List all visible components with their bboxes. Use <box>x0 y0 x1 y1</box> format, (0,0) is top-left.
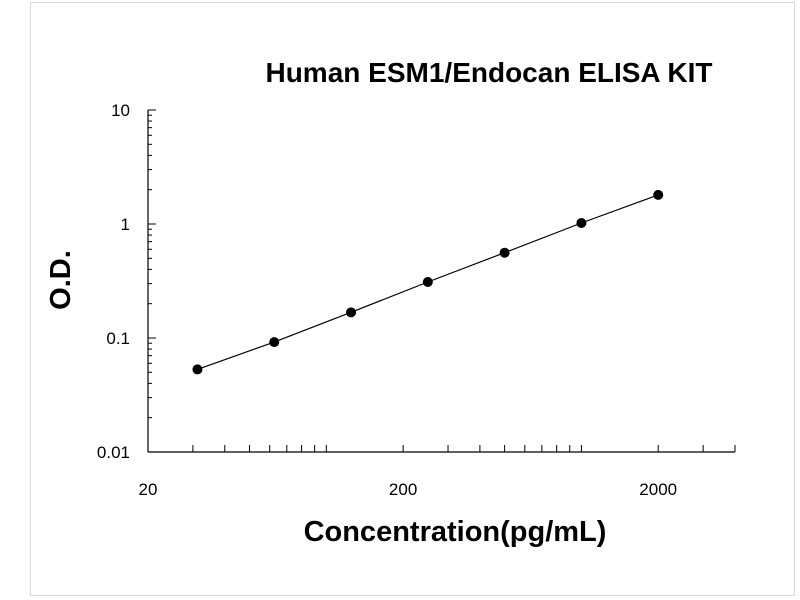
data-point <box>422 276 433 287</box>
y-tick-label: 0.01 <box>97 443 130 462</box>
y-tick-label: 1 <box>121 215 130 234</box>
y-axis-title: O.D. <box>45 250 77 310</box>
x-tick-label: 20 <box>139 480 158 499</box>
x-tick-label: 200 <box>389 480 417 499</box>
data-point <box>576 218 587 229</box>
x-tick-label: 2000 <box>639 480 677 499</box>
data-point <box>653 189 664 200</box>
plot-area <box>192 189 664 375</box>
data-point <box>346 307 357 318</box>
chart-frame <box>30 2 795 596</box>
chart-title: Human ESM1/Endocan ELISA KIT <box>265 57 712 88</box>
data-point <box>269 337 280 348</box>
y-tick-label: 10 <box>111 101 130 120</box>
axes: 10 1 0.1 0.01 20 200 2000 <box>97 101 736 499</box>
data-point <box>192 364 203 375</box>
data-point <box>499 247 510 258</box>
x-axis-title: Concentration(pg/mL) <box>304 516 607 548</box>
y-tick-label: 0.1 <box>106 329 130 348</box>
